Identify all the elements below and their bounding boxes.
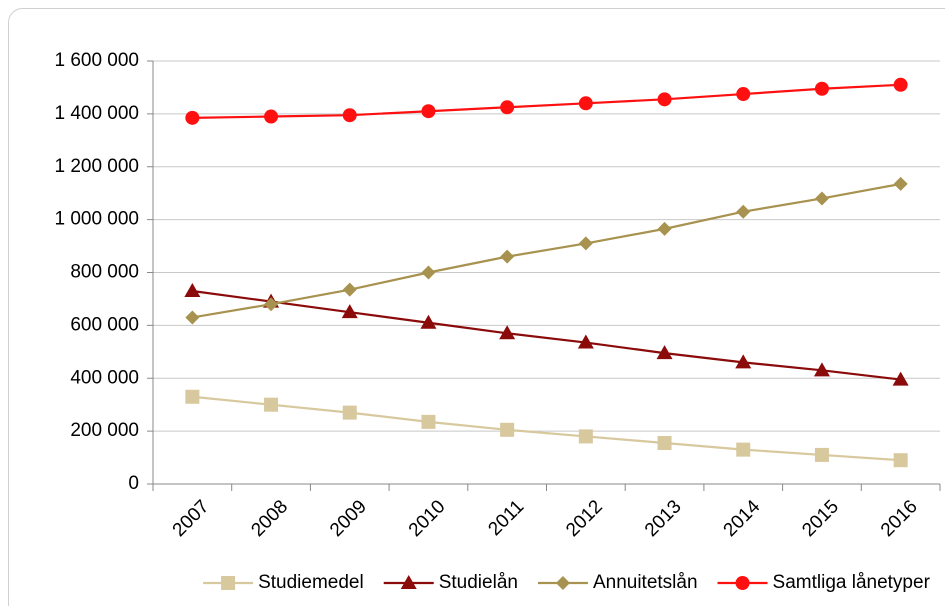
marker [500,100,514,114]
marker [894,78,908,92]
y-tick-label: 400 000 [70,367,139,388]
marker [815,82,829,96]
marker [736,443,750,457]
marker [500,423,514,437]
marker [736,87,750,101]
y-tick-label: 1 400 000 [54,103,139,124]
marker [658,92,672,106]
marker [185,111,199,125]
chart-frame [9,9,945,607]
marker [264,398,278,412]
marker [894,453,908,467]
legend-label: Studiemedel [258,572,364,593]
marker [736,576,750,590]
y-tick-label: 600 000 [70,314,139,335]
y-tick-label: 200 000 [70,420,139,441]
y-tick-label: 1 000 000 [54,209,139,230]
y-tick-label: 1 200 000 [54,156,139,177]
marker [579,429,593,443]
marker [815,448,829,462]
legend-label: Samtliga lånetyper [773,572,931,593]
marker [579,96,593,110]
legend-label: Studielån [439,572,518,593]
marker [343,108,357,122]
legend-label: Annuitetslån [593,572,698,593]
marker [185,390,199,404]
y-tick-label: 1 600 000 [54,50,139,71]
y-tick-label: 800 000 [70,262,139,283]
marker [221,576,235,590]
marker [264,110,278,124]
marker [421,415,435,429]
marker [421,104,435,118]
marker [658,436,672,450]
marker [343,406,357,420]
y-tick-label: 0 [128,473,139,494]
